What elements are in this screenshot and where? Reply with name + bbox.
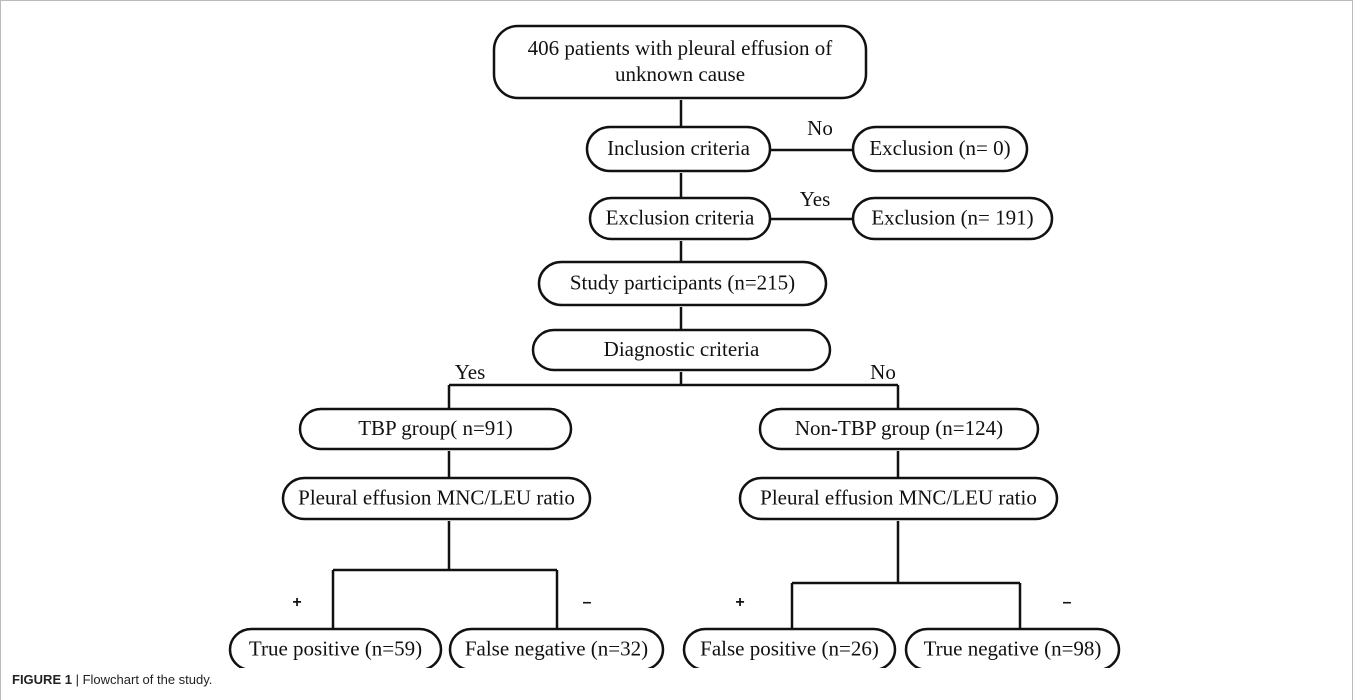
node-box — [492, 24, 868, 100]
node-box — [298, 407, 573, 451]
node-box — [448, 627, 665, 668]
node-box — [738, 476, 1059, 521]
node-box — [588, 196, 772, 241]
node-label: Exclusion (n= 191) — [871, 205, 1033, 229]
node-label: Pleural effusion MNC/LEU ratio — [298, 485, 575, 509]
node-label: Diagnostic criteria — [604, 337, 760, 361]
flowchart: 406 patients with pleural effusion ofunk… — [228, 24, 1121, 668]
node: Study participants (n=215) — [537, 260, 828, 307]
node-box — [537, 260, 828, 307]
node-label: Study participants (n=215) — [570, 270, 795, 294]
node-label: unknown cause — [615, 62, 745, 86]
node-box — [228, 627, 443, 668]
caption: FIGURE 1 | Flowchart of the study. — [12, 672, 212, 687]
caption-label: FIGURE 1 — [12, 672, 72, 687]
connector-lines — [331, 100, 1022, 629]
node-label: False negative (n=32) — [465, 636, 648, 660]
node-box — [904, 627, 1121, 668]
node: Inclusion criteria — [585, 125, 772, 173]
node: False negative (n=32) — [448, 627, 665, 668]
node-box — [281, 476, 592, 521]
node-label: Non-TBP group (n=124) — [795, 416, 1003, 440]
node-label: True negative (n=98) — [924, 636, 1102, 660]
connectors — [331, 100, 1022, 629]
edge-label: No — [870, 360, 896, 384]
edge-labels: No Yes Yes No + – + – — [292, 116, 1071, 611]
edge-label: Yes — [455, 360, 486, 384]
node-box — [531, 328, 832, 372]
node-label: True positive (n=59) — [249, 636, 422, 660]
caption-text: | Flowchart of the study. — [75, 672, 213, 687]
node-label: Exclusion criteria — [606, 205, 755, 229]
node: True negative (n=98) — [904, 627, 1121, 668]
nodes: 406 patients with pleural effusion ofunk… — [228, 24, 1121, 668]
node: Pleural effusion MNC/LEU ratio — [738, 476, 1059, 521]
node-box — [758, 407, 1040, 451]
node-box — [851, 196, 1054, 241]
node-box — [585, 125, 772, 173]
node: Exclusion criteria — [588, 196, 772, 241]
node-box — [682, 627, 897, 668]
node: Non-TBP group (n=124) — [758, 407, 1040, 451]
node-box — [851, 125, 1029, 173]
node: 406 patients with pleural effusion ofunk… — [492, 24, 868, 100]
edge-label: – — [1063, 594, 1072, 611]
edge-label: + — [735, 594, 744, 611]
node-label: 406 patients with pleural effusion of — [528, 36, 833, 60]
node-label: False positive (n=26) — [700, 636, 879, 660]
node: Exclusion (n= 0) — [851, 125, 1029, 173]
edge-label: – — [583, 594, 592, 611]
node-label: Exclusion (n= 0) — [869, 136, 1010, 160]
edge-label: Yes — [800, 187, 831, 211]
edge-label: + — [292, 594, 301, 611]
node: TBP group( n=91) — [298, 407, 573, 451]
node: Diagnostic criteria — [531, 328, 832, 372]
node: Pleural effusion MNC/LEU ratio — [281, 476, 592, 521]
node-label: Inclusion criteria — [607, 136, 751, 160]
node-label: Pleural effusion MNC/LEU ratio — [760, 485, 1037, 509]
node: False positive (n=26) — [682, 627, 897, 668]
edge-label: No — [807, 116, 833, 140]
node: True positive (n=59) — [228, 627, 443, 668]
node: Exclusion (n= 191) — [851, 196, 1054, 241]
node-label: TBP group( n=91) — [358, 416, 513, 440]
